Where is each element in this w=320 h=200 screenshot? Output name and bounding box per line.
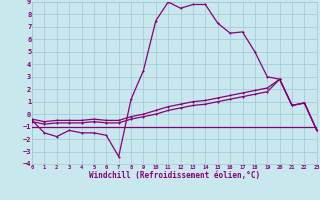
X-axis label: Windchill (Refroidissement éolien,°C): Windchill (Refroidissement éolien,°C) — [89, 171, 260, 180]
